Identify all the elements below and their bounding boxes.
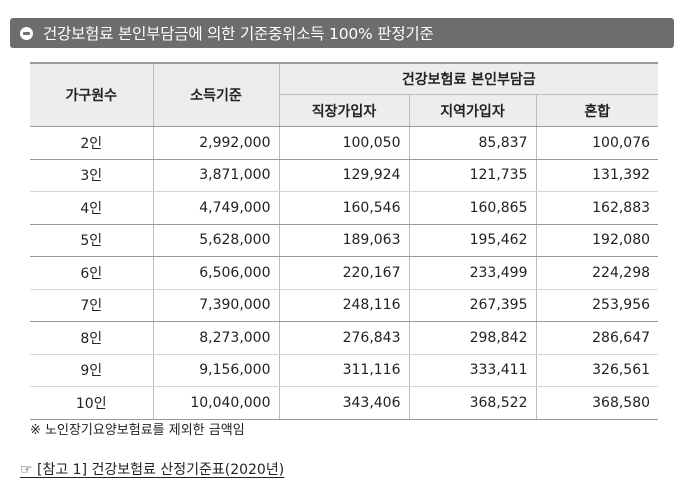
cell-mixed: 224,298 [535, 256, 659, 290]
header-employee: 직장가입자 [279, 94, 410, 127]
cell-income: 3,871,000 [152, 159, 280, 192]
cell-employee: 100,050 [278, 126, 410, 160]
table-row: 4인 4,749,000 160,546 160,865 162,883 [30, 191, 659, 225]
table-row: 7인 7,390,000 248,116 267,395 253,956 [30, 289, 659, 322]
footnote: ※ 노인장기요양보험료를 제외한 금액임 [30, 423, 245, 438]
cell-household: 4인 [30, 191, 154, 225]
table-row: 10인 10,040,000 343,406 368,522 368,580 [30, 386, 659, 420]
minus-circle-icon [20, 26, 33, 40]
cell-household: 3인 [30, 159, 154, 192]
cell-income: 6,506,000 [152, 256, 280, 290]
cell-mixed: 253,956 [535, 289, 659, 322]
cell-employee: 343,406 [278, 386, 410, 420]
cell-household: 6인 [30, 256, 154, 290]
cell-income: 5,628,000 [152, 224, 280, 257]
reference-link[interactable]: ☞ [참고 1] 건강보험료 산정기준표(2020년) [20, 462, 285, 478]
cell-regional: 333,411 [408, 354, 537, 387]
table-row: 6인 6,506,000 220,167 233,499 224,298 [30, 256, 659, 290]
cell-regional: 160,865 [408, 191, 537, 225]
section-title-bar: 건강보험료 본인부담금에 의한 기준중위소득 100% 판정기준 [10, 18, 674, 48]
cell-income: 8,273,000 [152, 321, 280, 355]
cell-regional: 121,735 [408, 159, 537, 192]
cell-income: 10,040,000 [152, 386, 280, 420]
cell-household: 9인 [30, 354, 154, 387]
table-row: 2인 2,992,000 100,050 85,837 100,076 [30, 126, 659, 160]
cell-employee: 220,167 [278, 256, 410, 290]
cell-mixed: 326,561 [535, 354, 659, 387]
header-household: 가구원수 [30, 62, 154, 127]
cell-regional: 267,395 [408, 289, 537, 322]
cell-mixed: 162,883 [535, 191, 659, 225]
cell-employee: 189,063 [278, 224, 410, 257]
cell-employee: 129,924 [278, 159, 410, 192]
header-premium-group: 건강보험료 본인부담금 [278, 62, 659, 95]
cell-employee: 160,546 [278, 191, 410, 225]
cell-household: 5인 [30, 224, 154, 257]
table-row: 5인 5,628,000 189,063 195,462 192,080 [30, 224, 659, 257]
table-row: 3인 3,871,000 129,924 121,735 131,392 [30, 159, 659, 192]
cell-employee: 311,116 [278, 354, 410, 387]
cell-regional: 195,462 [408, 224, 537, 257]
cell-income: 2,992,000 [152, 126, 280, 160]
cell-regional: 368,522 [408, 386, 537, 420]
header-mixed: 혼합 [535, 94, 659, 127]
cell-mixed: 368,580 [535, 386, 659, 420]
cell-regional: 233,499 [408, 256, 537, 290]
section-title: 건강보험료 본인부담금에 의한 기준중위소득 100% 판정기준 [43, 25, 434, 43]
cell-employee: 248,116 [278, 289, 410, 322]
cell-mixed: 192,080 [535, 224, 659, 257]
cell-mixed: 286,647 [535, 321, 659, 355]
cell-household: 8인 [30, 321, 154, 355]
cell-income: 7,390,000 [152, 289, 280, 322]
cell-employee: 276,843 [278, 321, 410, 355]
cell-mixed: 100,076 [535, 126, 659, 160]
table-row: 8인 8,273,000 276,843 298,842 286,647 [30, 321, 659, 355]
cell-mixed: 131,392 [535, 159, 659, 192]
header-regional: 지역가입자 [408, 94, 537, 127]
cell-household: 2인 [30, 126, 154, 160]
cell-regional: 85,837 [408, 126, 537, 160]
cell-regional: 298,842 [408, 321, 537, 355]
cell-income: 4,749,000 [152, 191, 280, 225]
cell-income: 9,156,000 [152, 354, 280, 387]
criteria-table: 가구원수 소득기준 건강보험료 본인부담금 직장가입자 지역가입자 혼합 2인 2… [30, 62, 659, 420]
cell-household: 10인 [30, 386, 154, 420]
header-income: 소득기준 [152, 62, 280, 127]
cell-household: 7인 [30, 289, 154, 322]
table-row: 9인 9,156,000 311,116 333,411 326,561 [30, 354, 659, 387]
